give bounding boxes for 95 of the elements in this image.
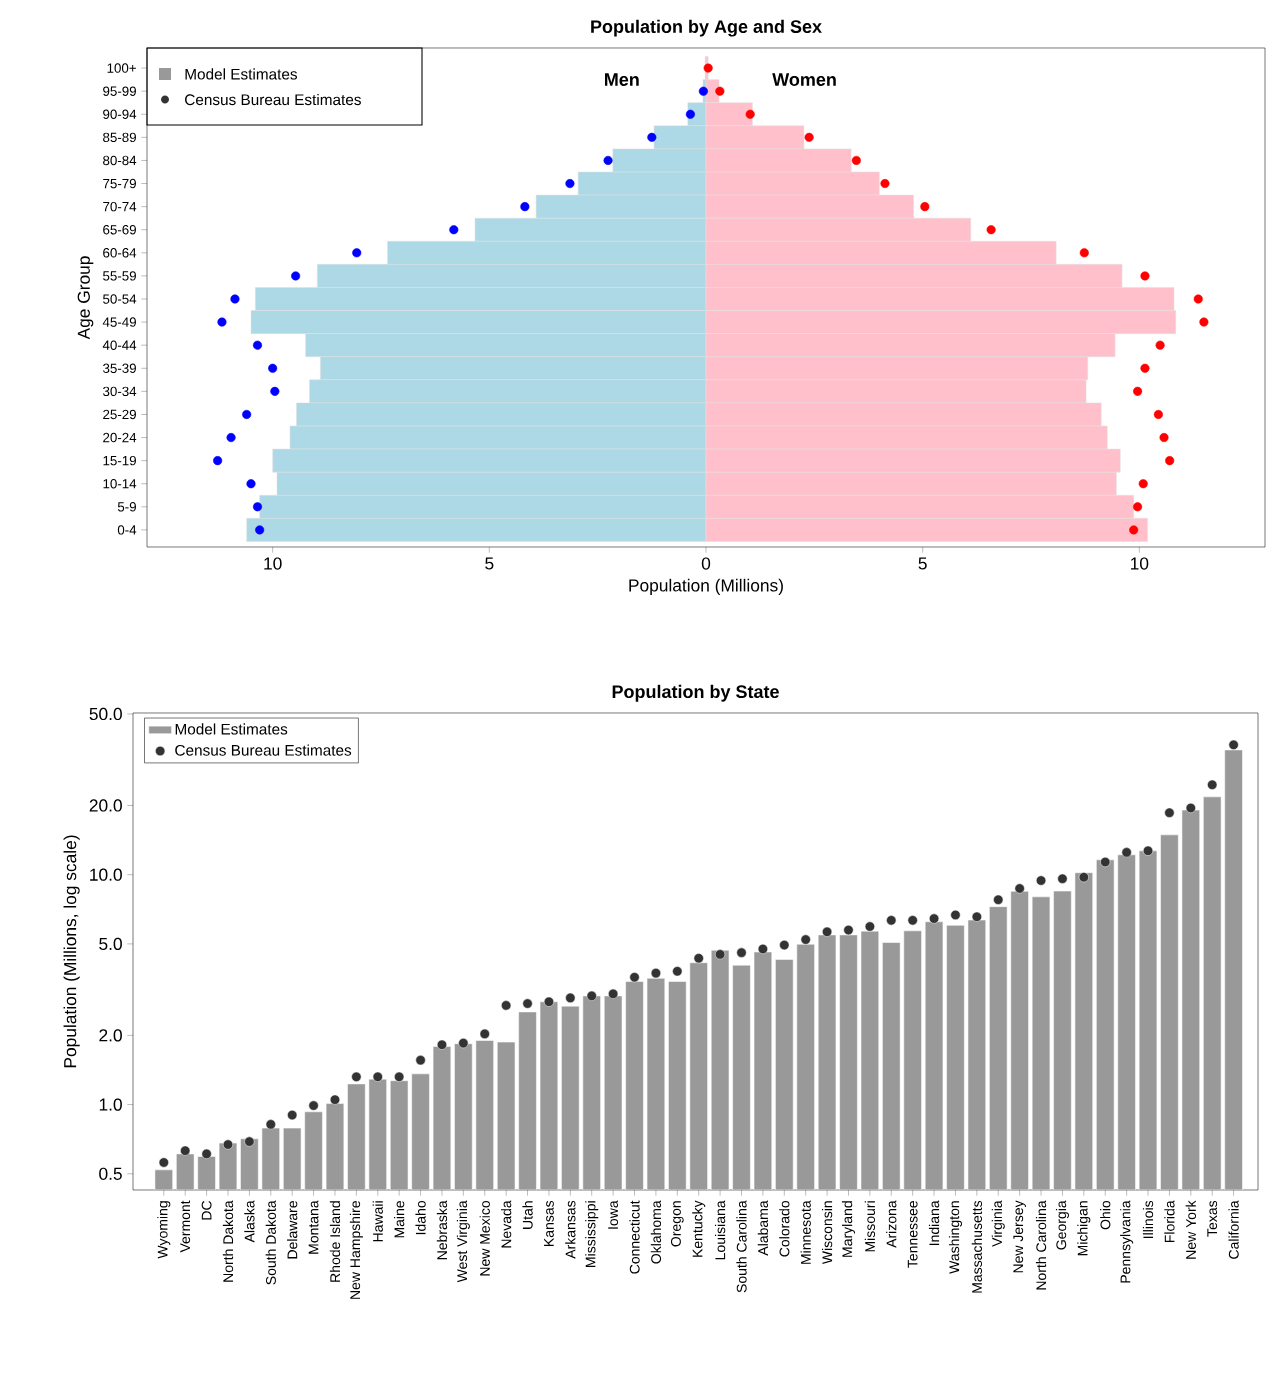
x-tick-label: Connecticut <box>629 1200 640 1274</box>
x-tick-label: Louisiana <box>714 1200 726 1260</box>
y-tick-label: 50-54 <box>103 294 137 304</box>
y-tick-label: 0.5 <box>99 1167 122 1180</box>
x-tick-label: Florida <box>1164 1200 1175 1243</box>
x-tick-label: Colorado <box>779 1201 790 1257</box>
x-axis-title: Population (Millions) <box>629 578 783 595</box>
y-tick-label: 0-4 <box>117 525 137 535</box>
x-tick-label: Idaho <box>415 1200 426 1235</box>
x-tick-label: Massachusetts <box>971 1200 983 1293</box>
y-tick-label: 70-74 <box>103 201 137 212</box>
x-tick-label: Texas <box>1207 1200 1218 1237</box>
x-tick-label: Oregon <box>670 1201 684 1247</box>
y-tick-label: 45-49 <box>102 317 136 327</box>
x-tick-label: California <box>1228 1200 1239 1259</box>
x-tick-label: Kentucky <box>692 1200 706 1257</box>
y-tick-label: 5-9 <box>117 502 136 512</box>
x-tick-label: Utah <box>522 1201 533 1229</box>
chart-title: Population by Age and Sex <box>591 19 822 37</box>
y-tick-label: 20-24 <box>103 432 137 443</box>
x-tick-label: New Hampshire <box>349 1201 363 1299</box>
x-tick-label: Ohio <box>1100 1200 1111 1230</box>
x-tick-label: North Dakota <box>222 1200 234 1282</box>
y-tick-label: 2.0 <box>99 1029 122 1042</box>
y-axis-title: Population (Millions, log scale) <box>63 835 80 1068</box>
x-tick-label: Vermont <box>180 1200 191 1253</box>
series-label: Women <box>772 73 836 86</box>
y-tick-label: 1.0 <box>99 1098 122 1111</box>
y-tick-label: 15-19 <box>103 455 136 466</box>
x-tick-label: North Carolina <box>1035 1200 1047 1290</box>
x-tick-label: Delaware <box>287 1201 298 1259</box>
x-tick-label: Nebraska <box>436 1200 448 1260</box>
annotation: Census Bureau Estimates <box>185 93 361 106</box>
x-tick-label: Nevada <box>501 1200 512 1248</box>
x-tick-label: South Dakota <box>265 1200 276 1285</box>
x-tick-label: Minnesota <box>800 1200 811 1264</box>
x-tick-label: 5 <box>918 557 927 570</box>
x-tick-label: Pennsylvania <box>1120 1200 1134 1283</box>
y-tick-label: 55-59 <box>103 271 136 281</box>
annotation: Model Estimates <box>185 68 298 80</box>
x-tick-label: Maryland <box>841 1201 856 1257</box>
y-tick-label: 40-44 <box>102 340 137 350</box>
x-tick-label: Virginia <box>991 1200 1005 1247</box>
y-tick-label: 10-14 <box>103 479 137 489</box>
x-tick-label: Arkansas <box>565 1200 576 1259</box>
x-tick-label: Kansas <box>544 1200 554 1246</box>
x-tick-label: Iowa <box>608 1200 619 1229</box>
y-axis-title: Age Group <box>77 256 94 340</box>
chart-title: Population by State <box>612 684 779 702</box>
y-tick-label: 5.0 <box>99 937 122 951</box>
x-tick-label: Hawaii <box>372 1201 383 1242</box>
y-tick-label: 20.0 <box>89 799 122 812</box>
x-tick-label: DC <box>201 1200 212 1220</box>
y-tick-label: 60-64 <box>103 248 137 258</box>
x-tick-label: Arizona <box>886 1200 897 1248</box>
y-tick-label: 30-34 <box>103 386 137 397</box>
x-tick-label: 0 <box>701 557 711 570</box>
x-tick-label: Montana <box>308 1200 319 1254</box>
x-tick-label: Illinois <box>1142 1200 1154 1238</box>
y-tick-label: 80-84 <box>103 155 137 166</box>
y-tick-label: 75-79 <box>103 178 136 189</box>
text: Men <box>605 73 639 86</box>
legend-label: Census Bureau Estimates <box>175 744 352 756</box>
x-tick-label: Washington <box>948 1201 962 1274</box>
x-tick-label: New Jersey <box>1013 1200 1026 1273</box>
x-tick-label: New Mexico <box>479 1201 490 1276</box>
x-tick-label: Mississippi <box>585 1201 599 1267</box>
y-tick-label: 90-94 <box>103 109 137 119</box>
legend-label: Model Estimates <box>175 723 288 735</box>
y-tick-label: 10.0 <box>90 868 122 881</box>
y-tick-label: 95-99 <box>103 86 136 96</box>
y-tick-label: 35-39 <box>103 363 136 373</box>
x-tick-label: Alaska <box>244 1200 255 1243</box>
x-tick-label: Maine <box>394 1201 405 1238</box>
x-tick-label: New York <box>1185 1200 1196 1259</box>
x-tick-label: Georgia <box>1055 1200 1069 1250</box>
x-tick-label: Missouri <box>864 1201 876 1252</box>
x-tick-label: 10 <box>1131 557 1149 570</box>
x-tick-label: Indiana <box>928 1200 940 1246</box>
y-tick-label: 50.0 <box>89 707 122 721</box>
x-tick-label: Tennessee <box>907 1201 918 1268</box>
x-tick-label: Wyoming <box>157 1201 171 1259</box>
y-tick-label: 65-69 <box>103 225 136 235</box>
x-tick-label: South Carolina <box>736 1200 747 1293</box>
x-tick-label: Michigan <box>1077 1201 1091 1256</box>
x-tick-label: West Virginia <box>456 1200 470 1283</box>
x-tick-label: Oklahoma <box>650 1200 662 1264</box>
x-tick-label: Wisconsin <box>821 1201 833 1265</box>
x-tick-label: 10 <box>264 557 282 570</box>
y-tick-label: 25-29 <box>103 409 136 420</box>
y-tick-label: 100+ <box>107 63 136 73</box>
x-tick-label: Alabama <box>757 1200 769 1256</box>
x-tick-label: 5 <box>485 557 494 570</box>
x-tick-label: Rhode Island <box>329 1201 341 1282</box>
y-tick-label: 85-89 <box>103 132 136 143</box>
